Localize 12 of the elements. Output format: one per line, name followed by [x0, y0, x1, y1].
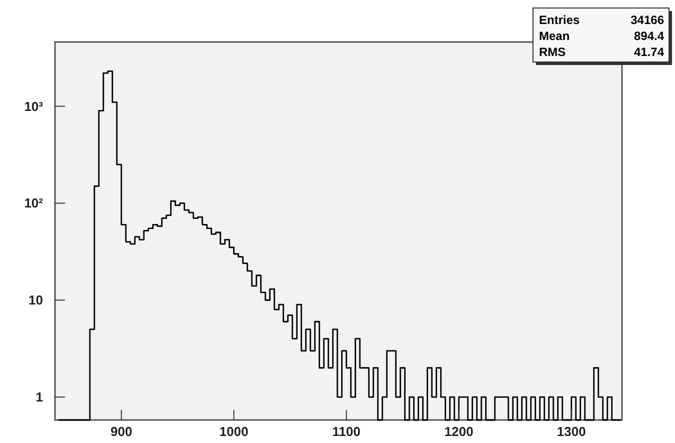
- x-tick-label: 1200: [444, 424, 474, 439]
- text: Entries 34166: [539, 13, 664, 27]
- y-tick-label: 10³: [24, 98, 44, 114]
- x-tick-label: 900: [110, 424, 132, 439]
- text: RMS 41.74: [539, 45, 664, 59]
- y-tick-label: 10²: [24, 196, 44, 211]
- y-tick-label: 10: [28, 292, 43, 308]
- x-tick-label: 1100: [332, 424, 360, 439]
- x-tick-label: 1000: [219, 424, 248, 439]
- x-tick-label: 1300: [556, 424, 586, 439]
- y-tick-label: 1: [36, 390, 43, 405]
- text: Mean 894.4: [539, 29, 664, 43]
